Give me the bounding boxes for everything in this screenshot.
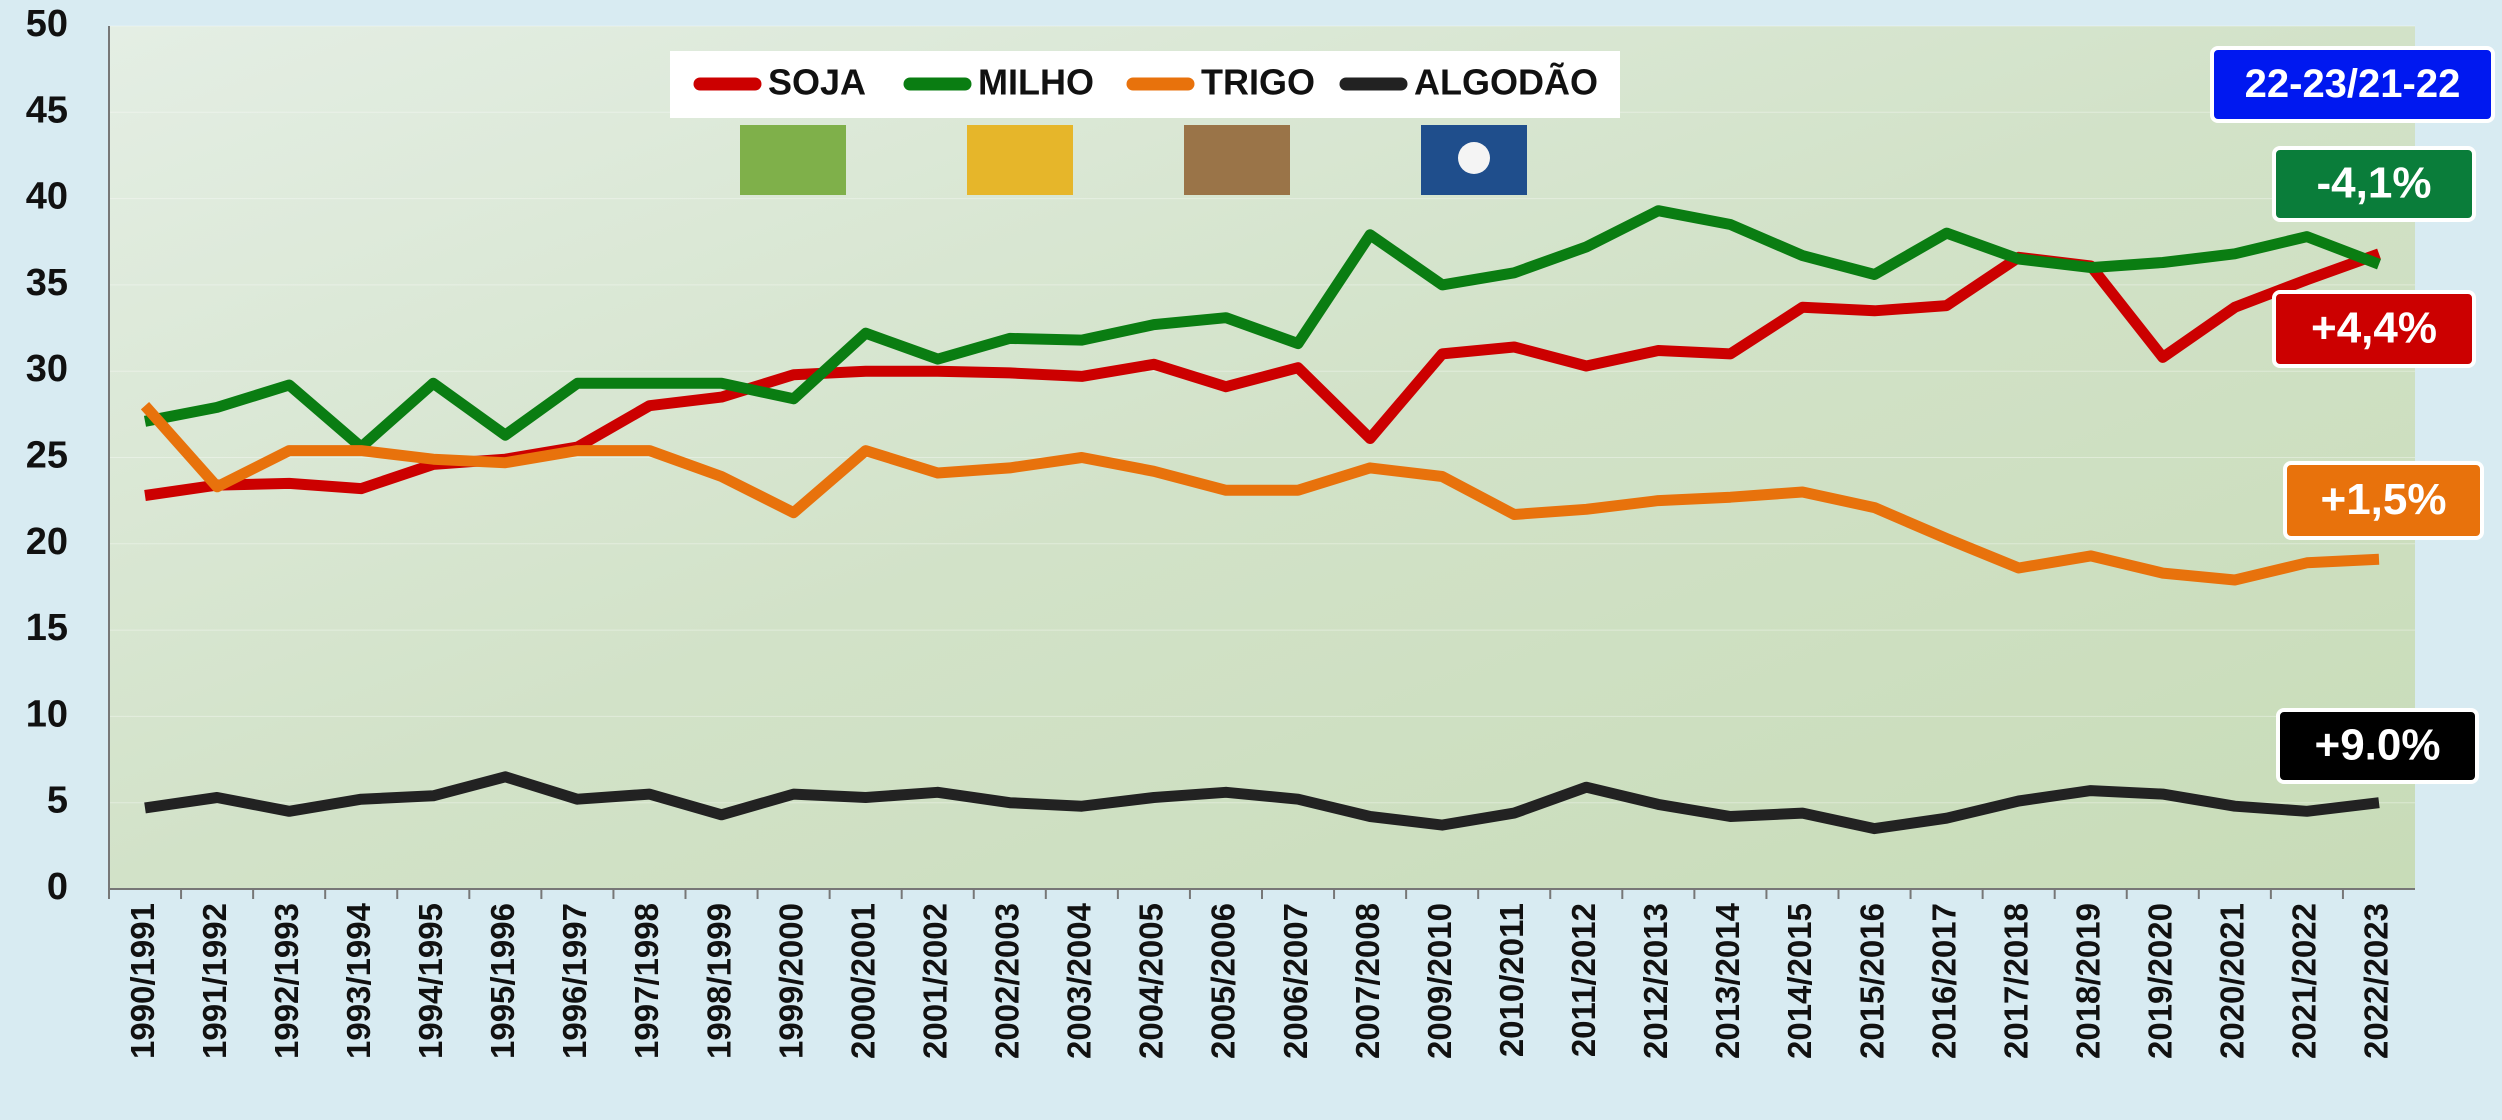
x-tick-label: 2020/2021	[2214, 903, 2251, 1059]
legend-label: MILHO	[978, 62, 1094, 103]
x-tick-label: 2021/2022	[2286, 903, 2323, 1059]
x-tick-label: 2017/2018	[1997, 903, 2034, 1059]
y-tick-label: 15	[26, 607, 68, 649]
y-tick-label: 30	[26, 348, 68, 390]
x-tick-label: 1999/2000	[772, 903, 809, 1059]
legend-label: SOJA	[768, 62, 866, 103]
wheat-icon	[1184, 125, 1290, 195]
soy-icon	[740, 125, 846, 195]
x-tick-label: 2005/2006	[1205, 903, 1242, 1059]
x-tick-label: 1993/1994	[340, 902, 377, 1059]
x-tick-label: 2009/2010	[1421, 903, 1458, 1059]
x-tick-label: 1994/1995	[412, 903, 449, 1059]
x-tick-label: 2015/2016	[1853, 903, 1890, 1059]
x-tick-label: 2016/2017	[1925, 903, 1962, 1059]
x-tick-label: 2007/2008	[1349, 903, 1386, 1059]
legend-label: ALGODÃO	[1414, 61, 1598, 103]
y-tick-label: 5	[47, 780, 68, 822]
x-tick-label: 1995/1996	[484, 903, 521, 1059]
x-tick-label: 2001/2002	[916, 903, 953, 1059]
x-tick-label: 2004/2005	[1133, 903, 1170, 1059]
x-tick-label: 2013/2014	[1709, 902, 1746, 1059]
x-tick-label: 1992/1993	[268, 903, 305, 1059]
x-tick-label: 2018/2019	[2069, 903, 2106, 1059]
x-tick-label: 2022/2023	[2358, 903, 2395, 1059]
x-tick-label: 1990/1991	[124, 903, 161, 1059]
y-tick-label: 20	[26, 521, 68, 563]
annotation-label: +9.0%	[2315, 721, 2441, 770]
y-tick-label: 50	[26, 3, 68, 45]
x-tick-label: 1998/1999	[700, 903, 737, 1059]
cotton-icon-ball	[1458, 142, 1490, 174]
x-tick-label: 1991/1992	[196, 903, 233, 1059]
x-tick-label: 1996/1997	[556, 903, 593, 1059]
x-tick-label: 2006/2007	[1277, 903, 1314, 1059]
annotation-label: +4,4%	[2311, 304, 2437, 353]
annotation-label: +1,5%	[2321, 475, 2447, 524]
x-tick-label: 2010/2011	[1493, 903, 1530, 1057]
y-tick-label: 25	[26, 435, 68, 477]
x-tick-label: 2019/2020	[2142, 903, 2179, 1059]
y-tick-label: 40	[26, 176, 68, 218]
y-tick-label: 45	[26, 89, 68, 131]
y-tick-label: 35	[26, 262, 68, 304]
chart: 0 5 10 15 20 25 30 35 40 45 50 1990/1991 1991/1992 19…	[0, 0, 2502, 1120]
x-tick-label: 2000/2001	[844, 903, 881, 1059]
x-tick-label: 2002/2003	[989, 903, 1026, 1059]
x-tick-label: 2011/2012	[1565, 903, 1602, 1057]
annotation-label: 22-23/21-22	[2245, 62, 2461, 106]
legend-label: TRIGO	[1201, 62, 1315, 103]
y-tick-label: 10	[26, 693, 68, 735]
corn-icon	[967, 125, 1073, 195]
x-tick-label: 2012/2013	[1637, 903, 1674, 1059]
x-tick-label: 1997/1998	[628, 903, 665, 1059]
x-tick-label: 2014/2015	[1781, 903, 1818, 1059]
annotation-label: -4,1%	[2317, 159, 2432, 208]
x-tick-label: 2003/2004	[1061, 902, 1098, 1059]
y-tick-label: 0	[47, 866, 68, 908]
